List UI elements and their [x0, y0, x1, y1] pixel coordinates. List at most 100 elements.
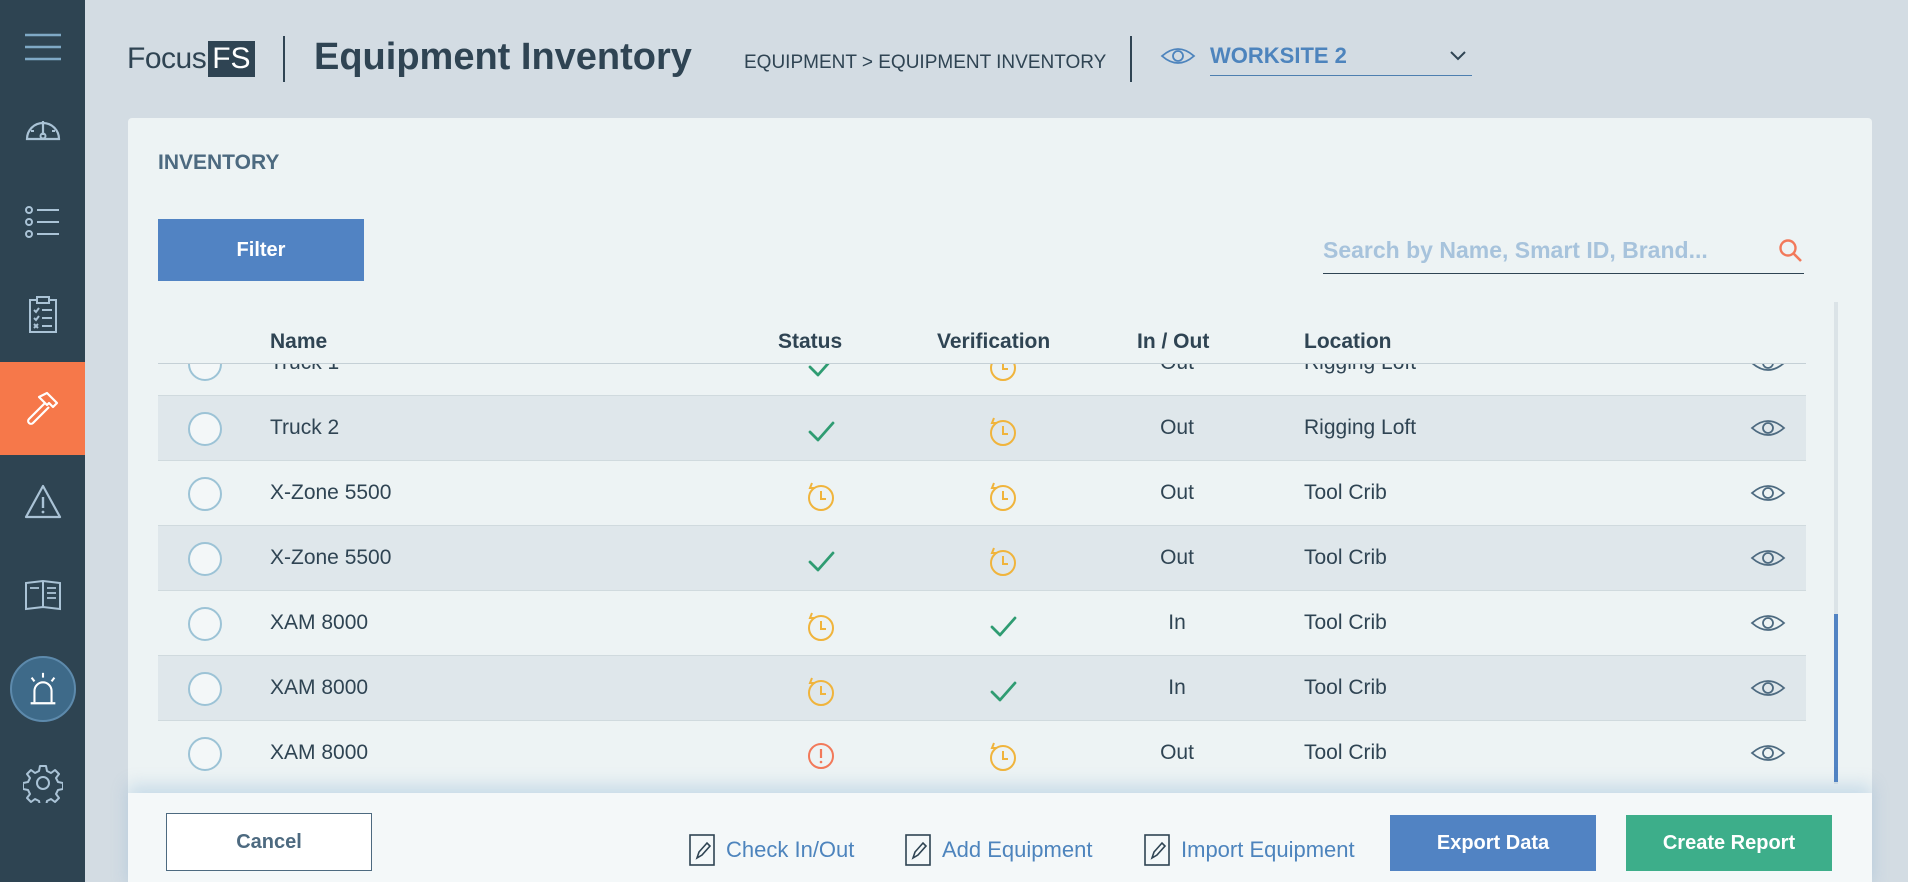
status-check-icon	[804, 414, 838, 448]
column-status[interactable]: Status	[778, 330, 843, 353]
status-alert-icon	[804, 739, 838, 773]
table-header: Name Status Verification In / Out Locati…	[158, 318, 1806, 364]
scrollbar-track[interactable]	[1834, 302, 1838, 784]
sidebar-item-manual[interactable]	[0, 548, 85, 641]
row-select-radio[interactable]	[188, 412, 222, 446]
cell-in-out: In	[1168, 611, 1186, 634]
edit-icon	[905, 834, 931, 866]
table-body: Truck 1 Out Rigging Loft Truck 2 Out Rigging …	[158, 364, 1806, 780]
table-row[interactable]: Truck 2 Out Rigging Loft	[158, 396, 1806, 461]
checklist-icon	[28, 295, 57, 333]
table-row[interactable]: Truck 1 Out Rigging Loft	[158, 364, 1806, 396]
view-eye-icon[interactable]	[1750, 481, 1786, 505]
view-eye-icon[interactable]	[1750, 676, 1786, 700]
alarm-button[interactable]	[9, 655, 76, 722]
sidebar-item-settings[interactable]	[0, 736, 85, 829]
verification-pending-clock-icon	[986, 364, 1020, 383]
logo-text: Focus	[127, 42, 207, 75]
menu-button[interactable]	[0, 0, 85, 93]
cell-in-out: Out	[1160, 741, 1194, 764]
cell-name: X-Zone 5500	[270, 481, 392, 504]
column-in-out[interactable]: In / Out	[1137, 330, 1210, 353]
panel-title: INVENTORY	[158, 151, 280, 174]
view-eye-icon[interactable]	[1750, 364, 1786, 375]
table-row[interactable]: X-Zone 5500 Out Tool Crib	[158, 526, 1806, 591]
status-check-icon	[804, 544, 838, 578]
row-select-radio[interactable]	[188, 477, 222, 511]
search-icon[interactable]	[1778, 238, 1804, 264]
column-location[interactable]: Location	[1304, 330, 1392, 353]
import-equipment-label: Import Equipment	[1181, 837, 1355, 862]
column-verification[interactable]: Verification	[937, 330, 1051, 353]
table-row[interactable]: XAM 8000 Out Tool Crib	[158, 721, 1806, 780]
search-input[interactable]	[1323, 237, 1763, 264]
focusfs-logo: Focus FS	[127, 40, 255, 78]
sidebar-item-alarm[interactable]	[0, 642, 85, 735]
inventory-panel: INVENTORY Filter Name Status Verificatio…	[128, 118, 1872, 882]
cancel-button[interactable]: Cancel	[166, 813, 372, 871]
sidebar	[0, 0, 85, 882]
manual-icon	[24, 579, 61, 610]
view-eye-icon[interactable]	[1750, 741, 1786, 765]
verification-check-icon	[986, 674, 1020, 708]
filter-button[interactable]: Filter	[158, 219, 364, 281]
cell-name: Truck 1	[270, 364, 339, 375]
status-check-icon	[804, 364, 838, 383]
table-rows: Truck 1 Out Rigging Loft Truck 2 Out Rigging …	[158, 364, 1806, 780]
edit-icon	[1144, 834, 1170, 866]
cell-location: Tool Crib	[1304, 676, 1387, 699]
status-pending-clock-icon	[804, 479, 838, 513]
cell-name: XAM 8000	[270, 611, 369, 634]
breadcrumb[interactable]: EQUIPMENT > EQUIPMENT INVENTORY	[744, 52, 1107, 73]
export-data-button[interactable]: Export Data	[1390, 815, 1596, 871]
view-eye-icon[interactable]	[1750, 611, 1786, 635]
table-row[interactable]: XAM 8000 In Tool Crib	[158, 656, 1806, 721]
header-divider	[283, 36, 285, 82]
chevron-down-icon	[1450, 50, 1466, 60]
table-row[interactable]: X-Zone 5500 Out Tool Crib	[158, 461, 1806, 526]
worksite-selector[interactable]: WORKSITE 2	[1160, 36, 1472, 76]
sidebar-item-equipment[interactable]	[0, 362, 85, 455]
cell-location: Tool Crib	[1304, 546, 1387, 569]
sidebar-item-checklist[interactable]	[0, 268, 85, 361]
verification-pending-clock-icon	[986, 479, 1020, 513]
gear-icon	[22, 764, 63, 803]
column-name[interactable]: Name	[270, 330, 328, 353]
sidebar-item-dashboard[interactable]	[0, 82, 85, 175]
cell-in-out: Out	[1160, 416, 1194, 439]
cell-location: Rigging Loft	[1304, 416, 1417, 439]
row-select-radio[interactable]	[188, 737, 222, 771]
cell-location: Tool Crib	[1304, 481, 1387, 504]
cell-name: XAM 8000	[270, 741, 369, 764]
check-in-out-label: Check In/Out	[726, 837, 855, 862]
cell-location: Tool Crib	[1304, 741, 1387, 764]
status-pending-clock-icon	[804, 609, 838, 643]
view-eye-icon[interactable]	[1750, 546, 1786, 570]
status-pending-clock-icon	[804, 674, 838, 708]
row-select-radio[interactable]	[188, 607, 222, 641]
row-select-radio[interactable]	[188, 364, 222, 381]
verification-pending-clock-icon	[986, 414, 1020, 448]
cell-in-out: Out	[1160, 481, 1194, 504]
worksite-dropdown[interactable]: WORKSITE 2	[1210, 36, 1472, 76]
scrollbar-thumb[interactable]	[1834, 614, 1838, 782]
add-equipment-button[interactable]: Add Equipment	[904, 833, 1092, 867]
warning-icon	[24, 484, 61, 518]
row-select-radio[interactable]	[188, 672, 222, 706]
search-box[interactable]	[1323, 228, 1804, 274]
worksite-label: WORKSITE 2	[1210, 42, 1347, 68]
eye-icon	[1160, 48, 1196, 64]
table-row[interactable]: XAM 8000 In Tool Crib	[158, 591, 1806, 656]
sidebar-item-list[interactable]	[0, 175, 85, 268]
check-in-out-button[interactable]: Check In/Out	[688, 833, 854, 867]
create-report-button[interactable]: Create Report	[1626, 815, 1832, 871]
cell-name: XAM 8000	[270, 676, 369, 699]
row-select-radio[interactable]	[188, 542, 222, 576]
sidebar-item-alerts[interactable]	[0, 455, 85, 548]
import-equipment-button[interactable]: Import Equipment	[1143, 833, 1355, 867]
cell-name: X-Zone 5500	[270, 546, 392, 569]
add-equipment-label: Add Equipment	[942, 837, 1093, 862]
verification-pending-clock-icon	[986, 544, 1020, 578]
view-eye-icon[interactable]	[1750, 416, 1786, 440]
cell-in-out: Out	[1140, 364, 1214, 375]
